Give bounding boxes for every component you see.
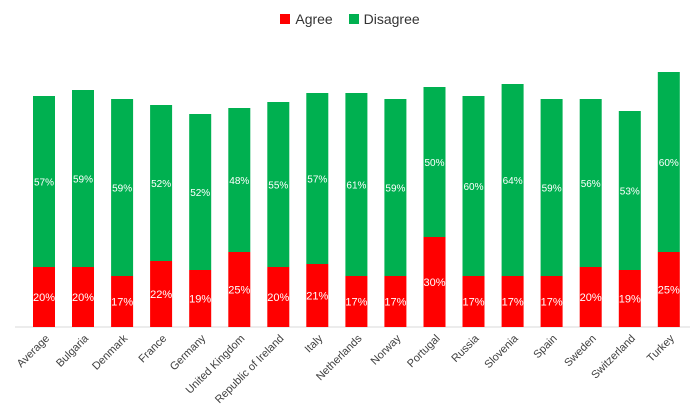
bar-disagree-republic-of-ireland xyxy=(267,102,290,267)
data-label-agree-russia: 17% xyxy=(462,297,484,309)
bar-disagree-germany xyxy=(189,114,212,270)
bar-disagree-russia xyxy=(462,96,485,276)
data-label-disagree-russia: 60% xyxy=(463,182,483,193)
data-label-agree-switzerland: 19% xyxy=(619,294,641,306)
x-tick-label-france: France xyxy=(137,333,170,366)
legend-item-agree: Agree xyxy=(280,11,333,27)
bar-agree-republic-of-ireland xyxy=(267,267,290,327)
bar-agree-france xyxy=(150,261,173,327)
data-label-agree-germany: 19% xyxy=(189,294,211,306)
data-label-agree-republic-of-ireland: 20% xyxy=(267,292,289,304)
bar-agree-united-kingdom xyxy=(228,252,251,327)
bar-agree-spain xyxy=(540,276,563,327)
data-label-disagree-germany: 52% xyxy=(190,188,210,199)
data-label-disagree-republic-of-ireland: 55% xyxy=(268,181,288,192)
bar-disagree-portugal xyxy=(423,87,446,237)
data-label-agree-united-kingdom: 25% xyxy=(228,285,250,297)
bars-group: 20% 57% 20% 59% 17% 59% 22% 52% 19% 52% 25% 48% 20% 5… xyxy=(33,72,680,327)
bar-disagree-denmark xyxy=(111,99,134,276)
bar-agree-sweden xyxy=(579,267,602,327)
bar-agree-denmark xyxy=(111,276,134,327)
data-label-disagree-italy: 57% xyxy=(307,175,327,186)
x-tick-label-turkey: Turkey xyxy=(645,332,677,364)
bar-disagree-netherlands xyxy=(345,93,368,276)
x-tick-label-slovenia: Slovenia xyxy=(482,332,521,371)
data-label-disagree-switzerland: 53% xyxy=(620,187,640,198)
legend-label-agree: Agree xyxy=(295,11,333,27)
data-label-agree-sweden: 20% xyxy=(580,292,602,304)
data-label-disagree-sweden: 56% xyxy=(581,179,601,190)
bar-disagree-italy xyxy=(306,93,329,264)
x-tick-label-average: Average xyxy=(15,333,52,370)
bar-agree-bulgaria xyxy=(72,267,94,327)
legend-item-disagree: Disagree xyxy=(348,11,420,27)
x-tick-labels: Average Bulgaria Denmark FranceGermanyUnite… xyxy=(15,332,677,406)
bar-agree-norway xyxy=(384,276,407,327)
data-label-agree-netherlands: 17% xyxy=(345,297,367,309)
bar-disagree-united-kingdom xyxy=(228,108,251,252)
data-label-agree-france: 22% xyxy=(150,289,172,301)
bar-disagree-slovenia xyxy=(501,84,524,276)
data-label-disagree-netherlands: 61% xyxy=(346,181,366,192)
bar-agree-russia xyxy=(462,276,485,327)
bar-agree-switzerland xyxy=(618,270,641,327)
x-tick-label-germany: Germany xyxy=(168,332,209,373)
bar-disagree-norway xyxy=(384,99,407,276)
data-label-disagree-slovenia: 64% xyxy=(503,176,523,187)
bar-disagree-turkey xyxy=(657,72,680,252)
x-tick-label-bulgaria: Bulgaria xyxy=(54,332,92,370)
x-tick-label-spain: Spain xyxy=(531,333,559,361)
data-label-disagree-norway: 59% xyxy=(385,184,405,195)
data-label-agree-norway: 17% xyxy=(384,297,406,309)
data-label-agree-portugal: 30% xyxy=(423,277,445,289)
bar-agree-turkey xyxy=(657,252,680,327)
x-tick-label-republic-of-ireland: Republic of Ireland xyxy=(213,333,286,406)
legend-label-disagree: Disagree xyxy=(363,11,420,27)
bar-disagree-average xyxy=(33,96,55,267)
data-label-agree-italy: 21% xyxy=(306,291,328,303)
x-tick-label-russia: Russia xyxy=(449,332,482,365)
bar-disagree-france xyxy=(150,105,173,261)
x-tick-label-norway: Norway xyxy=(369,332,404,367)
data-label-agree-spain: 17% xyxy=(541,297,563,309)
bar-disagree-spain xyxy=(540,99,563,276)
bar-disagree-bulgaria xyxy=(72,90,94,267)
x-tick-label-sweden: Sweden xyxy=(562,333,599,370)
data-label-disagree-united-kingdom: 48% xyxy=(229,176,249,187)
data-label-disagree-denmark: 59% xyxy=(112,184,132,195)
data-label-agree-average: 20% xyxy=(33,292,55,304)
bar-agree-average xyxy=(33,267,55,327)
bar-disagree-sweden xyxy=(579,99,602,267)
data-label-disagree-portugal: 50% xyxy=(424,158,444,169)
data-label-agree-turkey: 25% xyxy=(658,285,680,297)
chart-legend: Agree Disagree xyxy=(0,11,700,27)
bar-agree-slovenia xyxy=(501,276,524,327)
x-tick-label-denmark: Denmark xyxy=(90,332,130,372)
bar-agree-portugal xyxy=(423,237,446,327)
data-label-agree-slovenia: 17% xyxy=(502,297,524,309)
x-tick-label-italy: Italy xyxy=(303,332,326,355)
legend-swatch-agree xyxy=(280,14,291,24)
legend-swatch-disagree xyxy=(348,14,359,24)
data-label-disagree-spain: 59% xyxy=(542,184,562,195)
data-label-agree-bulgaria: 20% xyxy=(72,292,94,304)
data-label-disagree-bulgaria: 59% xyxy=(73,175,93,186)
bar-agree-germany xyxy=(189,270,212,327)
data-label-agree-denmark: 17% xyxy=(111,297,133,309)
x-tick-label-portugal: Portugal xyxy=(405,333,442,370)
data-label-disagree-france: 52% xyxy=(151,179,171,190)
bar-agree-netherlands xyxy=(345,276,368,327)
bar-disagree-switzerland xyxy=(618,111,641,270)
bar-agree-italy xyxy=(306,264,329,327)
data-label-disagree-average: 57% xyxy=(34,178,54,189)
data-label-disagree-turkey: 60% xyxy=(659,158,679,169)
